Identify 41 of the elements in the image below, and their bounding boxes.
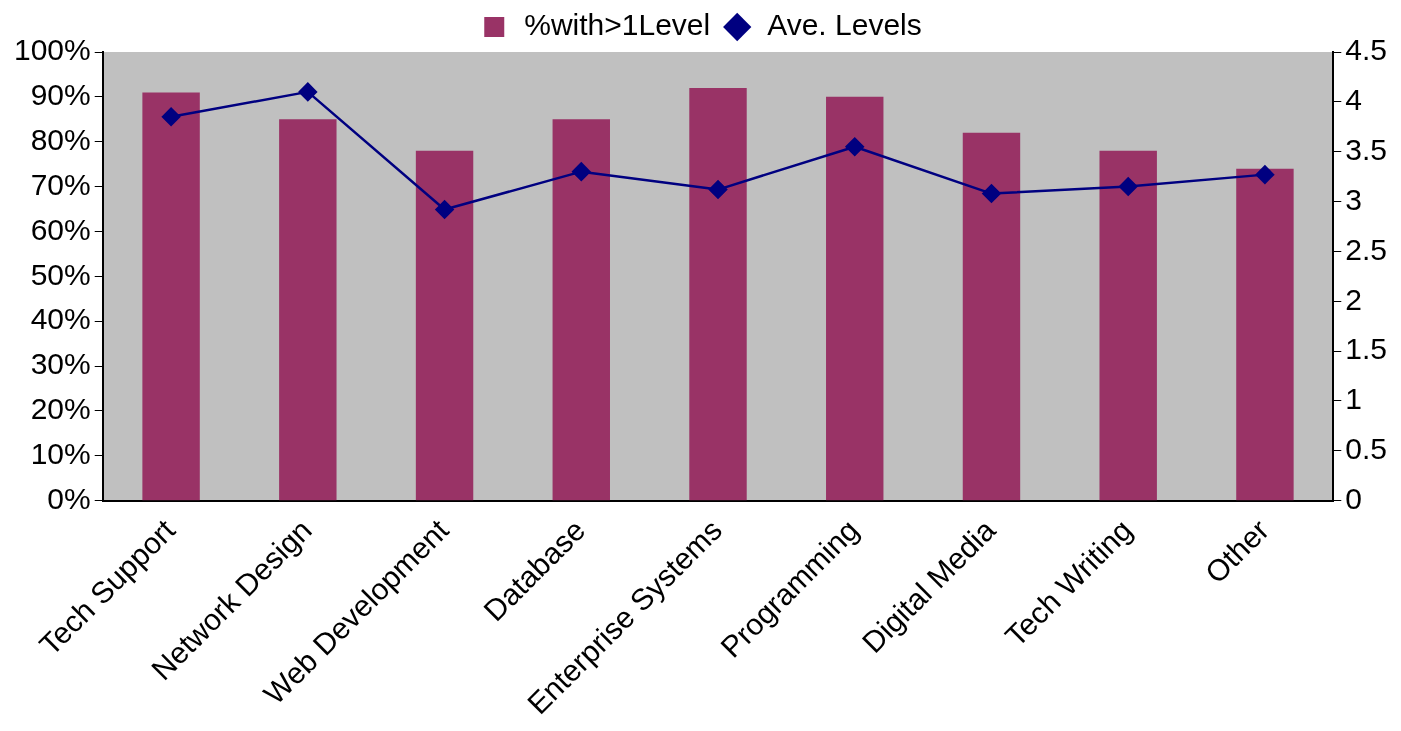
point: [298, 82, 318, 102]
point: [572, 162, 591, 181]
y-tick-label: 0%: [47, 481, 91, 515]
point: [845, 137, 864, 156]
y-tick-label: 30%: [30, 347, 91, 381]
y-tick-label: 60%: [30, 212, 91, 246]
y2-tick-label: 2: [1345, 282, 1362, 316]
bar: [142, 92, 200, 501]
y-tick-label: 40%: [30, 302, 91, 336]
y-tick-label: 80%: [30, 122, 91, 156]
y2-tick-label: 1.5: [1345, 332, 1388, 366]
legend-label: %with>1Level: [524, 8, 711, 42]
point: [161, 107, 181, 127]
y2-tick-label: 4: [1345, 83, 1362, 117]
bar: [826, 96, 884, 501]
y2-tick-label: 1: [1345, 382, 1362, 416]
y2-tick-label: 4.5: [1345, 33, 1388, 67]
y-tick-label: 90%: [30, 78, 91, 112]
bar: [962, 132, 1021, 501]
y2-tick-label: 0: [1345, 481, 1362, 515]
y-tick-label: 10%: [30, 437, 91, 471]
y-tick-label: 70%: [30, 167, 91, 201]
bar: [415, 150, 474, 501]
bar: [1236, 168, 1294, 501]
bar: [689, 87, 747, 501]
y2-tick-label: 0.5: [1345, 432, 1388, 466]
y2-tick-label: 3: [1345, 182, 1362, 216]
point: [435, 200, 454, 219]
point: [1255, 165, 1275, 184]
point: [708, 180, 728, 199]
point: [982, 184, 1001, 203]
point: [1118, 177, 1138, 196]
bar: [1099, 150, 1157, 501]
legend-label: Ave. Levels: [767, 8, 922, 42]
bar: [552, 119, 610, 501]
y-tick-label: 50%: [30, 257, 91, 291]
bar: [279, 119, 337, 501]
y-tick-label: 100%: [13, 33, 91, 67]
y2-tick-label: 2.5: [1345, 232, 1388, 266]
y-tick-label: 20%: [30, 392, 91, 426]
y2-tick-label: 3.5: [1345, 132, 1388, 166]
